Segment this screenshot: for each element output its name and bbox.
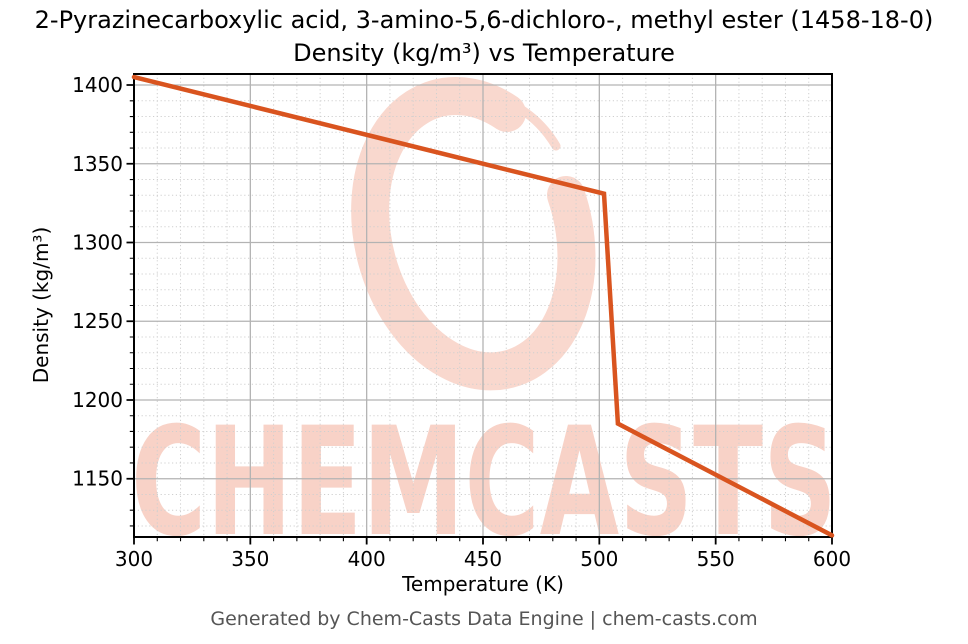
density-line xyxy=(131,74,835,538)
axis-layer xyxy=(126,73,833,545)
y-tick-label: 1250 xyxy=(72,309,123,333)
x-tick-label: 350 xyxy=(231,547,269,571)
y-tick-label: 1350 xyxy=(72,152,123,176)
watermark-text: CHEMCASTS xyxy=(131,396,837,570)
y-axis-label: Density (kg/m³) xyxy=(29,226,53,384)
x-axis-label: Temperature (K) xyxy=(402,572,564,596)
y-tick-label: 1150 xyxy=(72,467,123,491)
x-tick-label: 300 xyxy=(115,547,153,571)
x-tick-label: 500 xyxy=(580,547,618,571)
watermark-layer: CHEMCASTS xyxy=(131,77,837,570)
y-tick-label: 1200 xyxy=(72,388,123,412)
x-tick-label: 600 xyxy=(813,547,851,571)
chart-title-line1: 2-Pyrazinecarboxylic acid, 3-amino-5,6-d… xyxy=(34,6,934,34)
watermark-logo-arc-top xyxy=(419,91,561,151)
y-tick-label: 1400 xyxy=(72,73,123,97)
x-tick-label: 400 xyxy=(348,547,386,571)
footer-credit: Generated by Chem-Casts Data Engine | ch… xyxy=(210,608,758,630)
tick-label-layer: 300 350 400 450 500 550 600 1150 1200 1250 1300 135… xyxy=(72,73,851,571)
grid-layer xyxy=(133,74,833,537)
y-tick-label: 1300 xyxy=(72,231,123,255)
x-tick-label: 550 xyxy=(697,547,735,571)
x-tick-label: 450 xyxy=(464,547,502,571)
watermark-logo-arc-main xyxy=(351,77,596,391)
major-ticks xyxy=(126,84,833,545)
minor-ticks xyxy=(129,100,810,542)
chart-title-line2: Density (kg/m³) vs Temperature xyxy=(293,39,675,67)
watermark-logo-arc-right xyxy=(536,245,595,355)
